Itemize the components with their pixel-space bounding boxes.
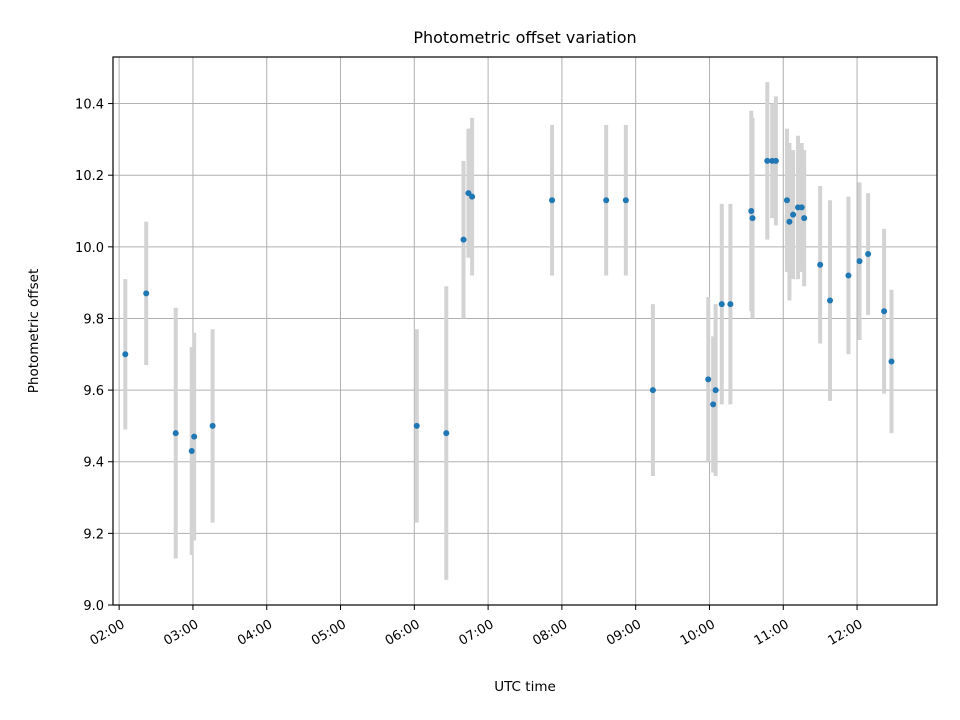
data-point: [764, 157, 771, 164]
data-point: [465, 190, 472, 197]
data-point: [748, 208, 755, 215]
x-axis-label: UTC time: [494, 679, 556, 695]
data-point: [622, 197, 629, 204]
plot-frame: [112, 56, 938, 606]
data-point: [827, 297, 834, 304]
data-point: [786, 218, 793, 225]
data-point: [865, 250, 872, 257]
y-tick-label: 9.4: [83, 456, 104, 471]
data-point: [188, 447, 195, 454]
data-point: [790, 211, 797, 218]
data-point: [122, 351, 129, 358]
data-point: [845, 272, 852, 279]
y-axis-ticks: 9.0 9.2 9.4 9.6 9.8 10.0 10.2 10.4: [75, 98, 113, 614]
data-point: [143, 290, 150, 297]
data-point: [710, 401, 717, 408]
data-point: [801, 215, 808, 222]
chart-title: Photometric offset variation: [413, 28, 636, 47]
y-tick-label: 10.2: [75, 169, 104, 184]
data-point: [856, 258, 863, 265]
data-points: [122, 157, 895, 454]
y-tick-label: 10.0: [75, 241, 104, 256]
data-point: [172, 430, 179, 437]
data-point: [549, 197, 556, 204]
data-point: [469, 193, 476, 200]
data-point: [749, 215, 756, 222]
data-point: [772, 157, 779, 164]
y-tick-label: 9.0: [83, 599, 104, 614]
data-point: [783, 197, 790, 204]
data-point: [798, 204, 805, 211]
data-point: [817, 261, 824, 268]
data-point: [881, 308, 888, 315]
data-point: [888, 358, 895, 365]
y-tick-label: 10.4: [75, 98, 104, 113]
data-point: [603, 197, 610, 204]
data-point: [209, 422, 216, 429]
y-tick-label: 9.8: [83, 312, 104, 327]
data-point: [712, 387, 719, 394]
data-point: [705, 376, 712, 383]
data-point: [649, 387, 656, 394]
data-point: [718, 301, 725, 308]
data-point: [727, 301, 734, 308]
y-tick-label: 9.2: [83, 527, 104, 542]
data-point: [191, 433, 198, 440]
data-point: [460, 236, 467, 243]
y-axis-label: Photometric offset: [26, 269, 42, 393]
data-point: [443, 430, 450, 437]
data-point: [413, 422, 420, 429]
y-tick-label: 9.6: [83, 384, 104, 399]
